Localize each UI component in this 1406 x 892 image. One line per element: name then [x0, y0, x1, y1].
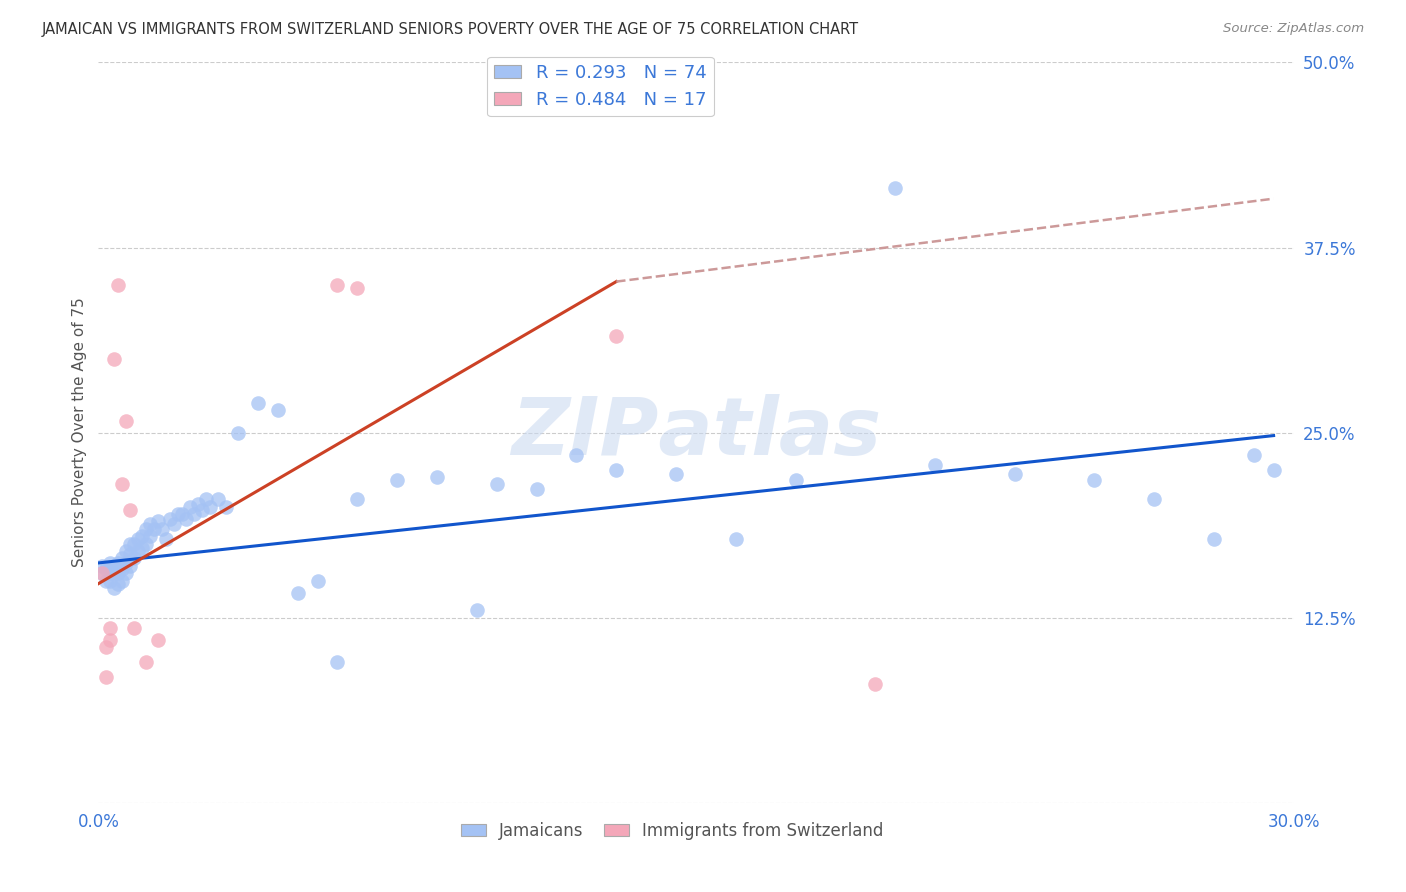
- Point: [120, 536, 142, 550]
- Point: [103, 566, 125, 581]
- Point: [215, 500, 238, 514]
- Point: [98, 621, 122, 635]
- Point: [385, 473, 409, 487]
- Point: [107, 576, 129, 591]
- Point: [226, 425, 249, 440]
- Point: [111, 574, 134, 588]
- Point: [96, 574, 118, 588]
- Point: [103, 558, 125, 573]
- Point: [195, 492, 218, 507]
- Text: JAMAICAN VS IMMIGRANTS FROM SWITZERLAND SENIORS POVERTY OVER THE AGE OF 75 CORRE: JAMAICAN VS IMMIGRANTS FROM SWITZERLAND …: [42, 22, 859, 37]
- Point: [785, 473, 807, 487]
- Point: [326, 655, 349, 669]
- Point: [155, 533, 177, 547]
- Point: [605, 329, 627, 343]
- Point: [120, 558, 142, 573]
- Point: [1202, 533, 1225, 547]
- Point: [724, 533, 747, 547]
- Point: [267, 403, 290, 417]
- Point: [148, 632, 170, 647]
- Point: [150, 522, 173, 536]
- Point: [96, 640, 118, 655]
- Point: [924, 458, 946, 473]
- Text: ZIP​atlas: ZIP​atlas: [510, 393, 882, 472]
- Point: [179, 500, 201, 514]
- Point: [111, 477, 134, 491]
- Point: [115, 556, 138, 570]
- Point: [127, 533, 149, 547]
- Point: [91, 566, 114, 581]
- Legend: Jamaicans, Immigrants from Switzerland: Jamaicans, Immigrants from Switzerland: [454, 815, 890, 847]
- Point: [127, 544, 149, 558]
- Point: [1243, 448, 1265, 462]
- Point: [107, 556, 129, 570]
- Point: [115, 544, 138, 558]
- Point: [884, 181, 907, 195]
- Point: [1004, 467, 1026, 481]
- Point: [124, 551, 146, 566]
- Point: [131, 541, 153, 555]
- Point: [139, 517, 162, 532]
- Point: [346, 280, 368, 294]
- Point: [307, 574, 329, 588]
- Point: [526, 482, 548, 496]
- Point: [346, 492, 368, 507]
- Point: [111, 551, 134, 566]
- Point: [246, 396, 269, 410]
- Point: [111, 562, 134, 576]
- Point: [135, 655, 157, 669]
- Point: [120, 547, 142, 561]
- Point: [139, 529, 162, 543]
- Point: [287, 585, 309, 599]
- Point: [135, 536, 157, 550]
- Point: [207, 492, 229, 507]
- Point: [148, 515, 170, 529]
- Point: [98, 566, 122, 581]
- Point: [91, 566, 114, 581]
- Text: Source: ZipAtlas.com: Source: ZipAtlas.com: [1223, 22, 1364, 36]
- Point: [167, 507, 190, 521]
- Point: [172, 507, 194, 521]
- Point: [96, 670, 118, 684]
- Point: [115, 414, 138, 428]
- Point: [665, 467, 688, 481]
- Point: [565, 448, 588, 462]
- Point: [1083, 473, 1105, 487]
- Point: [198, 500, 221, 514]
- Point: [131, 529, 153, 543]
- Point: [135, 522, 157, 536]
- Point: [174, 511, 197, 525]
- Point: [98, 574, 122, 588]
- Point: [183, 507, 205, 521]
- Point: [107, 277, 129, 292]
- Point: [143, 522, 166, 536]
- Point: [465, 603, 488, 617]
- Point: [91, 558, 114, 573]
- Point: [1263, 462, 1285, 476]
- Point: [98, 632, 122, 647]
- Point: [159, 511, 181, 525]
- Point: [605, 462, 627, 476]
- Point: [163, 517, 186, 532]
- Point: [107, 566, 129, 581]
- Point: [485, 477, 508, 491]
- Point: [103, 581, 125, 595]
- Point: [103, 351, 125, 366]
- Point: [120, 502, 142, 516]
- Point: [426, 470, 449, 484]
- Point: [187, 497, 209, 511]
- Point: [98, 556, 122, 570]
- Point: [865, 677, 887, 691]
- Point: [124, 621, 146, 635]
- Y-axis label: Seniors Poverty Over the Age of 75: Seniors Poverty Over the Age of 75: [72, 298, 87, 567]
- Point: [1143, 492, 1166, 507]
- Point: [124, 536, 146, 550]
- Point: [115, 566, 138, 581]
- Point: [96, 562, 118, 576]
- Point: [191, 502, 214, 516]
- Point: [326, 277, 349, 292]
